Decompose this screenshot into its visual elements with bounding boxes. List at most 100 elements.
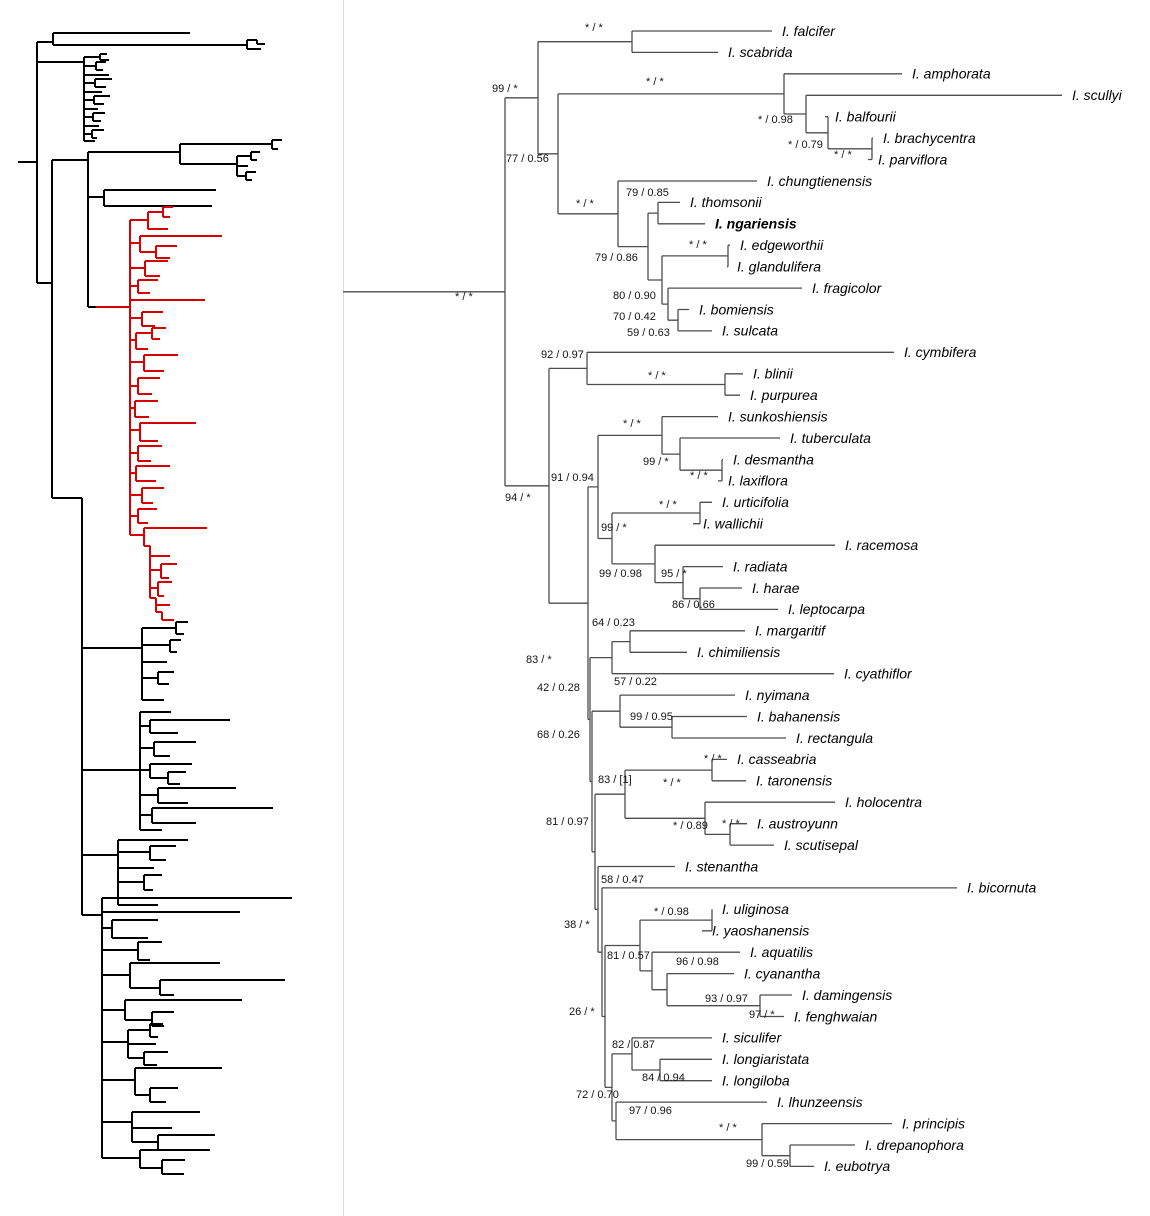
support-value: 77 / 0.56 xyxy=(506,153,549,165)
taxon-label: I. sunkoshiensis xyxy=(728,408,828,424)
support-value: 82 / 0.87 xyxy=(612,1039,655,1051)
taxon-label: I. desmantha xyxy=(733,451,814,467)
support-value: 80 / 0.90 xyxy=(613,290,656,302)
support-value: 86 / 0.66 xyxy=(672,599,715,611)
taxon-label: I. cyanantha xyxy=(744,965,820,981)
support-value: 99 / * xyxy=(492,83,518,95)
taxon-label: I. stenantha xyxy=(685,858,758,874)
support-value: * / * xyxy=(722,818,740,830)
support-value: * / 0.98 xyxy=(758,114,793,126)
support-value: 58 / 0.47 xyxy=(601,874,644,886)
taxon-label: I. drepanophora xyxy=(865,1137,964,1153)
taxon-label: I. laxiflora xyxy=(728,473,788,489)
support-value: 92 / 0.97 xyxy=(541,349,584,361)
taxon-label: I. taronensis xyxy=(756,773,832,789)
overview-tree xyxy=(18,32,292,1175)
taxon-label: I. yaoshanensis xyxy=(712,923,809,939)
taxon-label: I. balfourii xyxy=(835,109,897,125)
main-branch-path xyxy=(343,30,1062,1168)
taxon-label: I. nyimana xyxy=(745,687,810,703)
support-value: * / 0.79 xyxy=(788,139,823,151)
support-value: 91 / 0.94 xyxy=(551,472,594,484)
support-value: * / * xyxy=(455,291,473,303)
support-value: * / * xyxy=(646,76,664,88)
taxon-label: I. eubotrya xyxy=(824,1158,890,1174)
support-value: 99 / * xyxy=(643,456,669,468)
taxon-label: I. lhunzeensis xyxy=(777,1094,863,1110)
support-value: 59 / 0.63 xyxy=(627,327,670,339)
support-value: * / * xyxy=(689,239,707,251)
taxon-label: I. racemosa xyxy=(845,537,918,553)
support-value: 99 / 0.95 xyxy=(630,711,673,723)
taxon-label-highlighted: I. ngariensis xyxy=(715,216,797,232)
taxon-label: I. purpurea xyxy=(750,387,818,403)
support-value: 99 / * xyxy=(601,522,627,534)
taxon-label: I. falcifer xyxy=(782,23,836,39)
support-value: * / * xyxy=(704,753,722,765)
support-value: * / * xyxy=(648,370,666,382)
taxon-label: I. urticifolia xyxy=(722,494,789,510)
taxon-label: I. parviflora xyxy=(878,151,947,167)
support-value: 38 / * xyxy=(564,919,590,931)
taxon-label: I. cymbifera xyxy=(904,344,977,360)
taxon-label: I. radiata xyxy=(733,558,788,574)
taxon-label: I. leptocarpa xyxy=(788,601,865,617)
taxon-label: I. fenghwaian xyxy=(794,1008,877,1024)
taxon-label: I. damingensis xyxy=(802,987,892,1003)
support-value: 84 / 0.94 xyxy=(642,1072,685,1084)
support-value: * / 0.98 xyxy=(654,906,689,918)
support-value: 99 / 0.59 xyxy=(746,1158,789,1170)
support-value: 57 / 0.22 xyxy=(614,676,657,688)
support-value: 81 / 0.97 xyxy=(546,816,589,828)
support-values: * / * 99 / * * / * * / 0.98 * / 0.79 * / * 77 … xyxy=(455,22,852,1170)
support-value: * / * xyxy=(585,22,603,34)
taxon-label: I. scullyi xyxy=(1072,87,1123,103)
taxon-label: I. harae xyxy=(752,580,800,596)
taxon-label: I. cyathiflor xyxy=(844,666,913,682)
taxon-label: I. glandulifera xyxy=(737,259,821,275)
support-value: * / * xyxy=(576,198,594,210)
support-value: 72 / 0.70 xyxy=(576,1089,619,1101)
support-value: 81 / 0.57 xyxy=(607,950,650,962)
taxon-label: I. brachycentra xyxy=(883,130,976,146)
overview-branches-black xyxy=(18,32,292,1175)
taxon-label: I. principis xyxy=(902,1115,965,1131)
support-value: 93 / 0.97 xyxy=(705,993,748,1005)
support-value: 97 / 0.96 xyxy=(629,1105,672,1117)
taxon-label: I. siculifer xyxy=(722,1030,782,1046)
support-value: * / * xyxy=(659,499,677,511)
overview-highlight-clade xyxy=(96,206,222,621)
taxon-label: I. tuberculata xyxy=(790,430,871,446)
taxon-label: I. sulcata xyxy=(722,323,778,339)
support-value: 79 / 0.86 xyxy=(595,252,638,264)
support-value: 83 / * xyxy=(526,654,552,666)
support-value: 68 / 0.26 xyxy=(537,729,580,741)
taxon-label: I. chimiliensis xyxy=(697,644,780,660)
taxon-label: I. aquatilis xyxy=(750,944,813,960)
support-value: * / * xyxy=(690,470,708,482)
support-value: 64 / 0.23 xyxy=(592,617,635,629)
taxon-label: I. longiloba xyxy=(722,1073,790,1089)
support-value: 97 / * xyxy=(749,1009,775,1021)
taxon-labels: I. falcifer I. scabrida I. amphorata I. scu… xyxy=(685,23,1123,1174)
taxon-label: I. fragicolor xyxy=(812,280,883,296)
taxon-label: I. rectangula xyxy=(796,730,873,746)
taxon-label: I. holocentra xyxy=(845,794,922,810)
support-value: * / * xyxy=(663,777,681,789)
taxon-label: I. chungtienensis xyxy=(767,173,872,189)
support-value: * / * xyxy=(623,418,641,430)
taxon-label: I. austroyunn xyxy=(757,816,838,832)
taxon-label: I. bomiensis xyxy=(699,301,774,317)
support-value: 83 / [1] xyxy=(598,774,632,786)
support-value: * / * xyxy=(834,149,852,161)
support-value: * / * xyxy=(719,1122,737,1134)
taxon-label: I. bicornuta xyxy=(967,880,1036,896)
support-value: 42 / 0.28 xyxy=(537,682,580,694)
taxon-label: I. margaritif xyxy=(755,623,827,639)
taxon-label: I. casseabria xyxy=(737,751,817,767)
support-value: * / 0.89 xyxy=(673,820,708,832)
support-value: 96 / 0.98 xyxy=(676,956,719,968)
taxon-label: I. wallichii xyxy=(703,516,764,532)
